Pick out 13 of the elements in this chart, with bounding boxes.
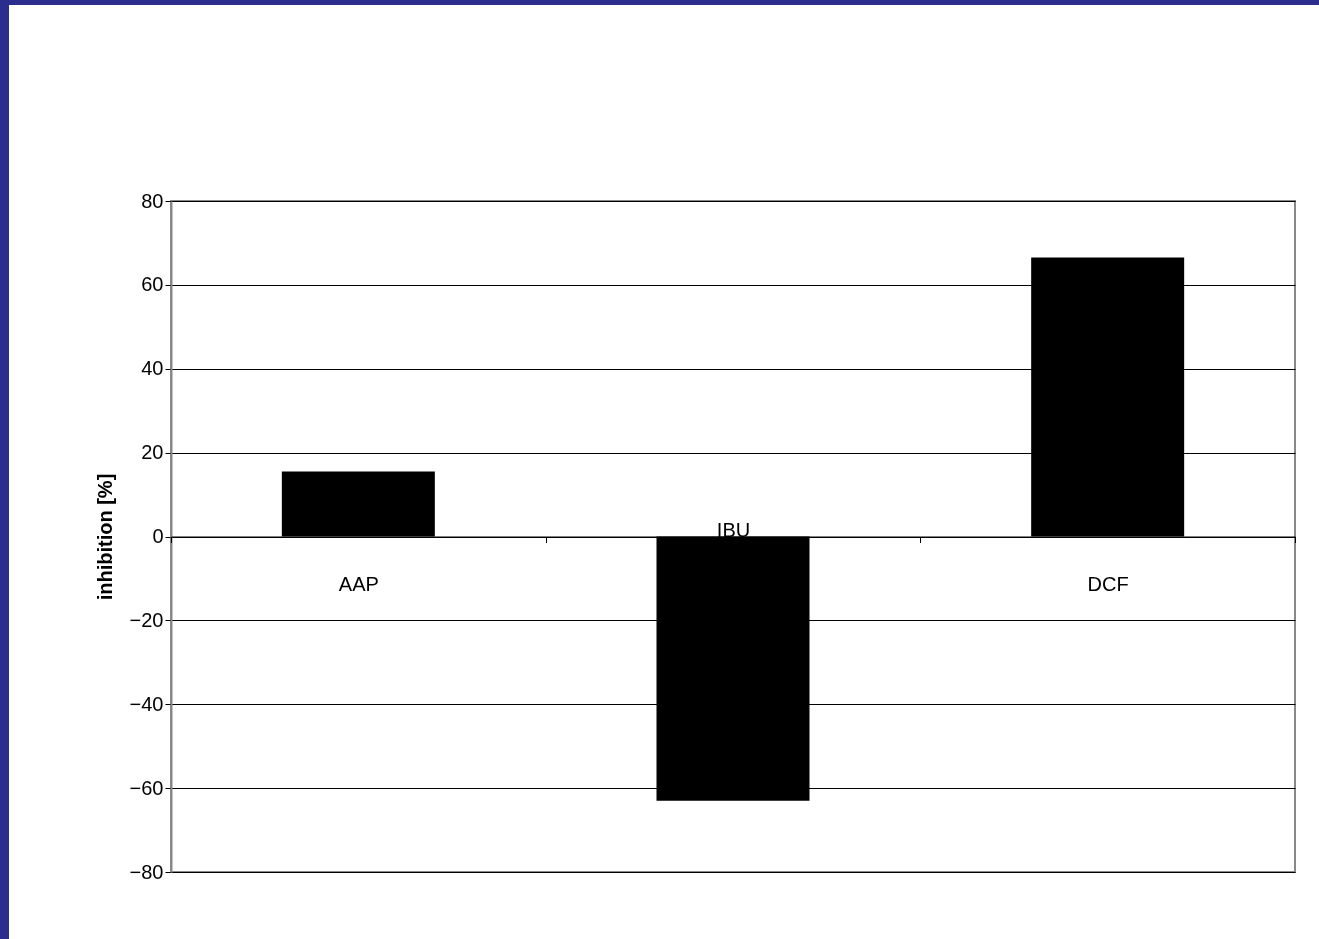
y-tick-label: 60 bbox=[141, 273, 164, 296]
y-tick-label: −60 bbox=[129, 776, 164, 799]
y-tick-label: 20 bbox=[141, 441, 164, 464]
y-tick-label: −40 bbox=[129, 692, 164, 715]
y-tick-label: −80 bbox=[129, 860, 164, 883]
y-axis-title: inhibition [%] bbox=[93, 473, 116, 601]
y-tick-label: −20 bbox=[129, 608, 164, 631]
y-tick-label: 80 bbox=[141, 189, 164, 212]
x-tick-label: DCF bbox=[1087, 573, 1129, 595]
x-tick-label: IBU bbox=[716, 519, 751, 541]
x-tick-label: AAP bbox=[338, 573, 379, 595]
y-tick-label: 0 bbox=[152, 525, 164, 547]
y-tick-label: 40 bbox=[141, 357, 164, 380]
